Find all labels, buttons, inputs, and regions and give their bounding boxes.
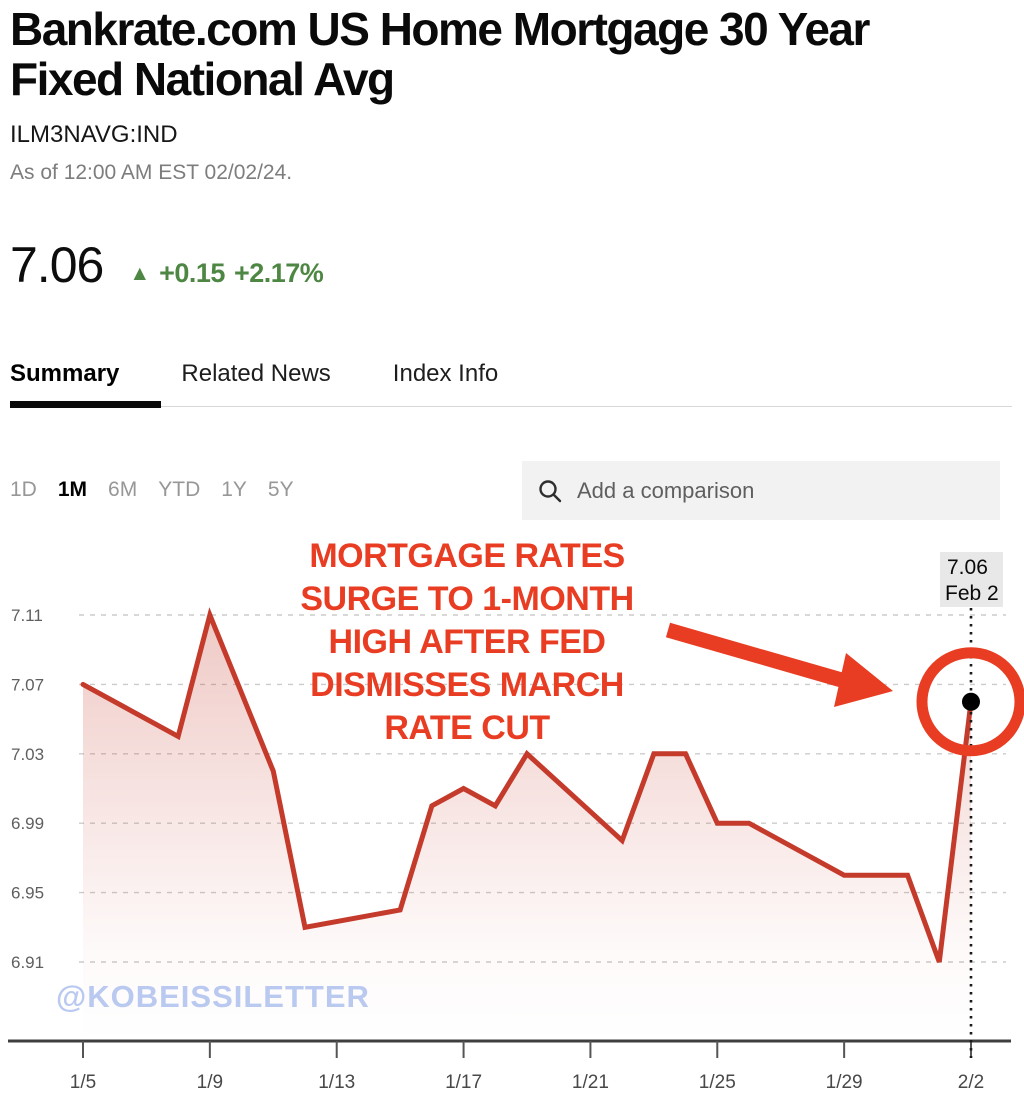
add-comparison-input[interactable]	[575, 476, 979, 505]
tab-summary[interactable]: Summary	[10, 360, 120, 387]
annotation-arrow-head	[834, 653, 893, 707]
price-line	[80, 607, 974, 963]
annotation-arrow-shaft	[665, 622, 848, 689]
x-tick-label: 1/5	[70, 1072, 96, 1093]
annotation-line-2: SURGE TO 1-MONTH	[300, 580, 634, 618]
area-fill	[83, 615, 971, 1040]
annotation-line-4: DISMISSES MARCH	[310, 666, 624, 704]
page-title: Bankrate.com US Home Mortgage 30 Year Fi…	[10, 4, 1020, 104]
rate-chart: 7.11 7.07 7.03 6.99 6.95 6.91 1/5 1/9 1/13 1/17 1/…	[8, 552, 1024, 1093]
range-1y[interactable]: 1Y	[221, 478, 247, 501]
range-ytd[interactable]: YTD	[158, 478, 201, 501]
y-tick-label: 6.99	[11, 814, 44, 833]
range-1d[interactable]: 1D	[10, 478, 37, 501]
x-tick-label: 1/21	[572, 1072, 609, 1093]
annotation-line-1: MORTGAGE RATES	[309, 537, 625, 575]
y-tick-label: 6.91	[11, 953, 44, 972]
callout-date: Feb 2	[945, 582, 999, 605]
tab-bar: Summary Related News Index Info	[10, 360, 498, 388]
price-row: 7.06 ▲ +0.15 +2.17%	[10, 236, 324, 294]
change-percent: +2.17%	[233, 258, 324, 288]
as-of-timestamp: As of 12:00 AM EST 02/02/24.	[10, 161, 293, 184]
change-absolute: +0.15	[159, 258, 225, 288]
range-5y[interactable]: 5Y	[267, 478, 294, 501]
x-tick-label: 1/13	[318, 1072, 355, 1093]
x-tick-label: 1/9	[197, 1072, 223, 1093]
page-title-line1: Bankrate.com US Home Mortgage 30 Year	[10, 3, 870, 55]
range-selector: 1D 1M 6M YTD 1Y 5Y	[10, 478, 294, 502]
highlight-circle	[916, 647, 1024, 757]
tab-index-info[interactable]: Index Info	[392, 360, 499, 387]
tab-related-news[interactable]: Related News	[181, 360, 331, 387]
y-tick-label: 7.07	[11, 675, 44, 694]
page-title-line2: Fixed National Avg	[10, 53, 395, 105]
y-tick-label: 6.95	[11, 884, 44, 903]
annotation-text: MORTGAGE RATES SURGE TO 1-MONTH HIGH AFTER…	[241, 535, 693, 750]
callout-value: 7.06	[947, 556, 988, 579]
x-tick-label: 2/2	[958, 1072, 984, 1093]
last-point-dot	[961, 692, 980, 711]
search-icon	[539, 479, 562, 502]
active-tab-underline	[10, 401, 161, 408]
x-tick-label: 1/17	[445, 1072, 482, 1093]
x-tick-label: 1/29	[826, 1072, 863, 1093]
add-comparison-box[interactable]	[522, 461, 1000, 520]
last-price: 7.06	[10, 237, 104, 293]
annotation-line-5: RATE CUT	[384, 709, 550, 747]
up-triangle-icon: ▲	[129, 262, 151, 285]
ticker-symbol: ILM3NAVG:IND	[10, 121, 178, 148]
x-tick-label: 1/25	[699, 1072, 736, 1093]
y-tick-label: 7.03	[11, 745, 44, 764]
annotation-line-3: HIGH AFTER FED	[328, 623, 606, 661]
range-1m[interactable]: 1M	[57, 478, 88, 501]
watermark: @KOBEISSILETTER	[56, 979, 370, 1014]
callout-box	[940, 552, 1003, 607]
range-6m[interactable]: 6M	[108, 478, 138, 501]
y-tick-label: 7.11	[11, 606, 43, 625]
tab-divider	[10, 406, 1012, 407]
